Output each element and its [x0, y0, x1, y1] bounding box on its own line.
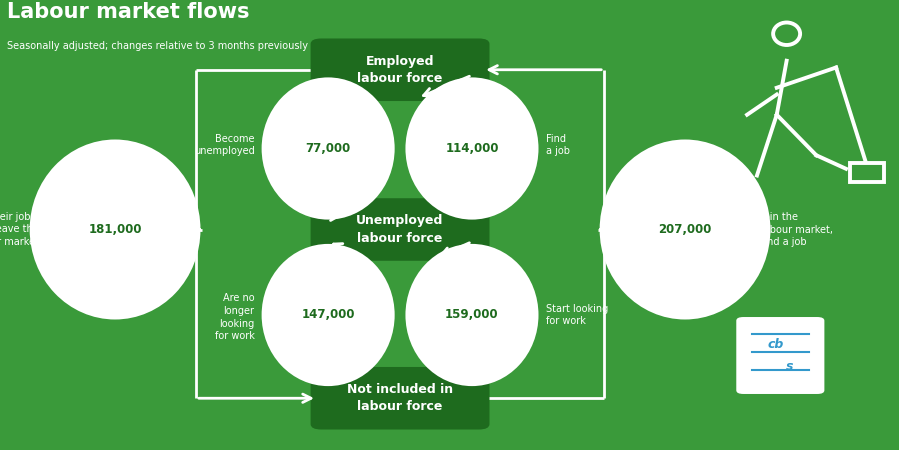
Text: cb: cb — [768, 338, 784, 351]
Text: s: s — [786, 360, 793, 373]
Text: 77,000: 77,000 — [306, 142, 351, 155]
FancyBboxPatch shape — [311, 367, 489, 429]
Text: Find
a job: Find a job — [546, 134, 570, 156]
FancyBboxPatch shape — [736, 317, 824, 394]
Ellipse shape — [262, 244, 395, 386]
Text: Seasonally adjusted; changes relative to 3 months previously  – September 2017: Seasonally adjusted; changes relative to… — [7, 41, 405, 51]
Text: 147,000: 147,000 — [301, 309, 355, 321]
Text: 207,000: 207,000 — [658, 223, 712, 236]
Ellipse shape — [262, 77, 395, 220]
Text: 114,000: 114,000 — [445, 142, 499, 155]
FancyBboxPatch shape — [311, 198, 489, 261]
Text: Labour market flows: Labour market flows — [7, 2, 250, 22]
Text: 159,000: 159,000 — [445, 309, 499, 321]
Text: Unemployed
labour force: Unemployed labour force — [356, 214, 444, 245]
Text: Employed
labour force: Employed labour force — [358, 54, 442, 85]
Ellipse shape — [405, 77, 539, 220]
Text: Become
unemployed: Become unemployed — [193, 134, 254, 156]
Text: Are no
longer
looking
for work: Are no longer looking for work — [215, 293, 254, 342]
Text: 181,000: 181,000 — [88, 223, 142, 236]
FancyBboxPatch shape — [311, 39, 489, 101]
Ellipse shape — [405, 244, 539, 386]
Text: Start looking
for work: Start looking for work — [546, 304, 608, 326]
Text: Join the
labour market,
find a job: Join the labour market, find a job — [761, 212, 833, 248]
Text: Not included in
labour force: Not included in labour force — [347, 383, 453, 414]
Ellipse shape — [600, 140, 770, 320]
Ellipse shape — [30, 140, 200, 320]
Text: Quit their jobs,
leave the
labour market: Quit their jobs, leave the labour market — [0, 212, 39, 248]
